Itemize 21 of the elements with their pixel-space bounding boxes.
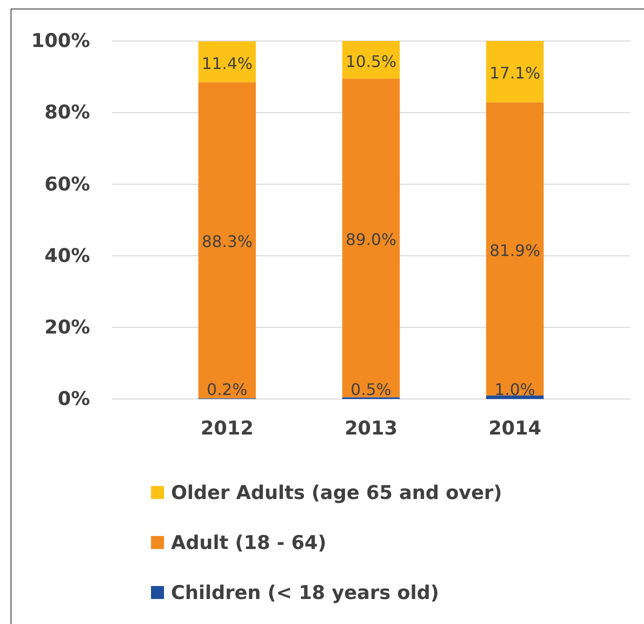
data-label: 1.0% [494,380,536,399]
data-label: 0.2% [206,380,248,399]
data-label: 10.5% [346,52,396,71]
y-tick-label: 40% [44,244,90,267]
data-label: 81.9% [489,240,540,260]
data-label: 0.5% [350,380,392,399]
data-label: 88.3% [202,232,253,252]
legend-label: Children (< 18 years old) [171,582,440,604]
y-tick-label: 100% [31,30,90,52]
y-tick-label: 60% [44,173,90,196]
legend-label: Adult (18 - 64) [171,532,326,554]
y-tick-label: 0% [58,388,90,410]
x-tick-label: 2012 [200,417,254,440]
data-label: 11.4% [202,54,253,73]
x-tick-label: 2014 [488,417,542,440]
data-label: 17.1% [489,64,540,83]
data-label: 89.0% [346,230,396,249]
y-tick-label: 20% [44,316,90,338]
legend-label: Older Adults (age 65 and over) [171,482,502,504]
y-tick-label: 80% [44,102,90,124]
x-tick-label: 2013 [344,417,398,440]
